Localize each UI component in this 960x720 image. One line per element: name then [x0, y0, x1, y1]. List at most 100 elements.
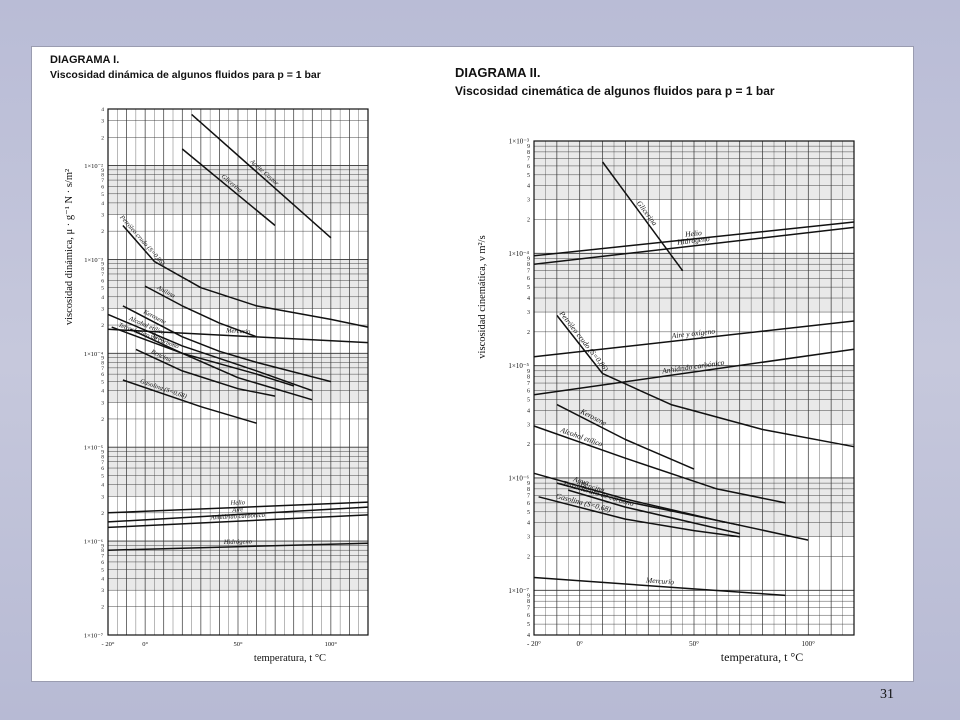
minor-tick-label: 7 — [527, 269, 530, 275]
series-label-petroleo-crudo-s-0-86: Petróleo crudo (S=0,86) — [118, 213, 166, 267]
series-line-mercurio — [107, 328, 369, 344]
minor-tick-label: 4 — [101, 389, 104, 395]
series-line-anilina — [144, 285, 257, 338]
minor-tick-label: 9 — [101, 168, 104, 174]
minor-tick-label: 5 — [527, 622, 530, 628]
series-label-anhidrido-carbonico: Anhídrido carbónico — [209, 512, 265, 522]
minor-tick-label: 4 — [527, 184, 530, 190]
minor-tick-label: 3 — [101, 400, 104, 406]
minor-tick-label: 5 — [101, 286, 104, 292]
minor-tick-label: 9 — [101, 450, 104, 456]
minor-tick-label: 2 — [101, 323, 104, 329]
x-tick-label: 100° — [802, 640, 816, 648]
minor-tick-label: 5 — [527, 397, 530, 403]
x-axis-label: temperatura, t °C — [254, 653, 326, 664]
x-tick-label: - 20° — [527, 640, 541, 648]
minor-tick-label: 9 — [527, 256, 530, 262]
minor-tick-label: 7 — [527, 606, 530, 612]
minor-tick-label: 9 — [101, 262, 104, 268]
minor-tick-label: 4 — [527, 408, 530, 414]
minor-tick-label: 4 — [101, 107, 104, 113]
minor-tick-label: 9 — [527, 593, 530, 599]
minor-tick-label: 4 — [527, 521, 530, 527]
minor-tick-label: 8 — [101, 548, 104, 554]
minor-tick-label: 8 — [101, 360, 104, 366]
page-number: 31 — [880, 687, 894, 702]
series-line-anhidrido-carbonico — [533, 348, 855, 396]
minor-tick-label: 6 — [527, 613, 530, 619]
diagram-2: DIAGRAMA II. Viscosidad cinemática de alg… — [455, 65, 855, 664]
series-line-aceite-castor — [191, 113, 332, 239]
y-tick-label: 1×10⁻⁶ — [84, 539, 103, 546]
minor-tick-label: 7 — [527, 156, 530, 162]
y-tick-label: 1×10⁻³ — [84, 257, 103, 264]
minor-tick-label: 5 — [527, 285, 530, 291]
x-tick-label: 50° — [689, 640, 699, 648]
series-label-hidrogeno: Hidrógeno — [223, 538, 253, 546]
series-line-kerosene — [122, 305, 332, 383]
minor-tick-label: 2 — [101, 605, 104, 611]
series-line-mercurio — [533, 576, 786, 597]
series-line-agua — [533, 472, 809, 541]
minor-tick-label: 2 — [101, 417, 104, 423]
minor-tick-label: 8 — [527, 150, 530, 156]
minor-tick-label: 3 — [527, 422, 530, 428]
series-line-hidrogeno — [533, 226, 855, 265]
minor-tick-label: 8 — [101, 173, 104, 179]
y-tick-label: 1×10⁻⁴ — [508, 250, 529, 258]
minor-tick-label: 8 — [527, 487, 530, 493]
y-tick-label: 1×10⁻⁶ — [508, 474, 529, 482]
minor-tick-label: 9 — [527, 144, 530, 150]
minor-tick-label: 3 — [527, 198, 530, 204]
series-line-glicerina — [181, 148, 276, 227]
series-line-bencina — [135, 348, 276, 397]
minor-tick-label: 5 — [527, 173, 530, 179]
y-tick-label: 1×10⁻⁴ — [84, 351, 104, 358]
series-label-mercurio: Mercurio — [645, 575, 675, 586]
viscosity-diagrams: DIAGRAMA I. Viscosidad dinámica de alguno… — [50, 54, 855, 664]
minor-tick-label: 5 — [527, 510, 530, 516]
minor-tick-label: 7 — [101, 366, 104, 372]
y-tick-label: 1×10⁻⁷ — [84, 633, 103, 640]
minor-tick-label: 6 — [101, 560, 104, 566]
x-tick-label: - 20° — [102, 641, 115, 648]
minor-tick-label: 3 — [101, 119, 104, 125]
series-line-gasolina-s-0-68 — [538, 496, 740, 538]
minor-tick-label: 3 — [527, 310, 530, 316]
diagram-subtitle: Viscosidad cinemática de algunos fluidos… — [455, 84, 775, 98]
minor-tick-label: 3 — [101, 588, 104, 594]
diagram-title: DIAGRAMA I. — [50, 54, 119, 66]
series-line-aire-y-oxigeno — [533, 320, 855, 358]
series-line-alcohol-etilico — [107, 313, 313, 392]
minor-tick-label: 7 — [527, 493, 530, 499]
minor-tick-label: 7 — [101, 178, 104, 184]
minor-tick-label: 4 — [527, 296, 530, 302]
diagram-title: DIAGRAMA II. — [455, 65, 540, 80]
y-tick-label: 1×10⁻² — [84, 163, 103, 170]
minor-tick-label: 4 — [101, 576, 104, 582]
series-label-helio: Helio — [684, 228, 703, 239]
minor-tick-label: 6 — [527, 276, 530, 282]
x-axis-label: temperatura, t °C — [721, 650, 803, 664]
series-label-mercurio: Mercurio — [225, 327, 251, 335]
series-line-bencina — [556, 482, 740, 526]
minor-tick-label: 2 — [101, 229, 104, 235]
minor-tick-label: 3 — [101, 213, 104, 219]
minor-tick-label: 8 — [527, 262, 530, 268]
minor-tick-label: 7 — [527, 381, 530, 387]
series-line-alcohol-etilico — [533, 425, 786, 504]
minor-tick-label: 6 — [527, 501, 530, 507]
y-tick-label: 1×10⁻⁵ — [84, 445, 103, 452]
series-line-petroleo-crudo-s-0-86 — [122, 225, 369, 328]
y-tick-label: 1×10⁻³ — [509, 138, 529, 146]
series-line-anhidrido-carbonico — [107, 514, 369, 529]
minor-tick-label: 4 — [101, 201, 104, 207]
minor-tick-label: 6 — [101, 466, 104, 472]
series-line-helio — [533, 221, 855, 257]
series-line-kerosene — [556, 403, 695, 470]
minor-tick-label: 5 — [101, 567, 104, 573]
minor-tick-label: 3 — [101, 307, 104, 313]
y-axis-label: viscosidad cinemática, ν m²/s — [477, 235, 488, 358]
minor-tick-label: 5 — [101, 380, 104, 386]
series-line-glicerina — [601, 161, 684, 272]
